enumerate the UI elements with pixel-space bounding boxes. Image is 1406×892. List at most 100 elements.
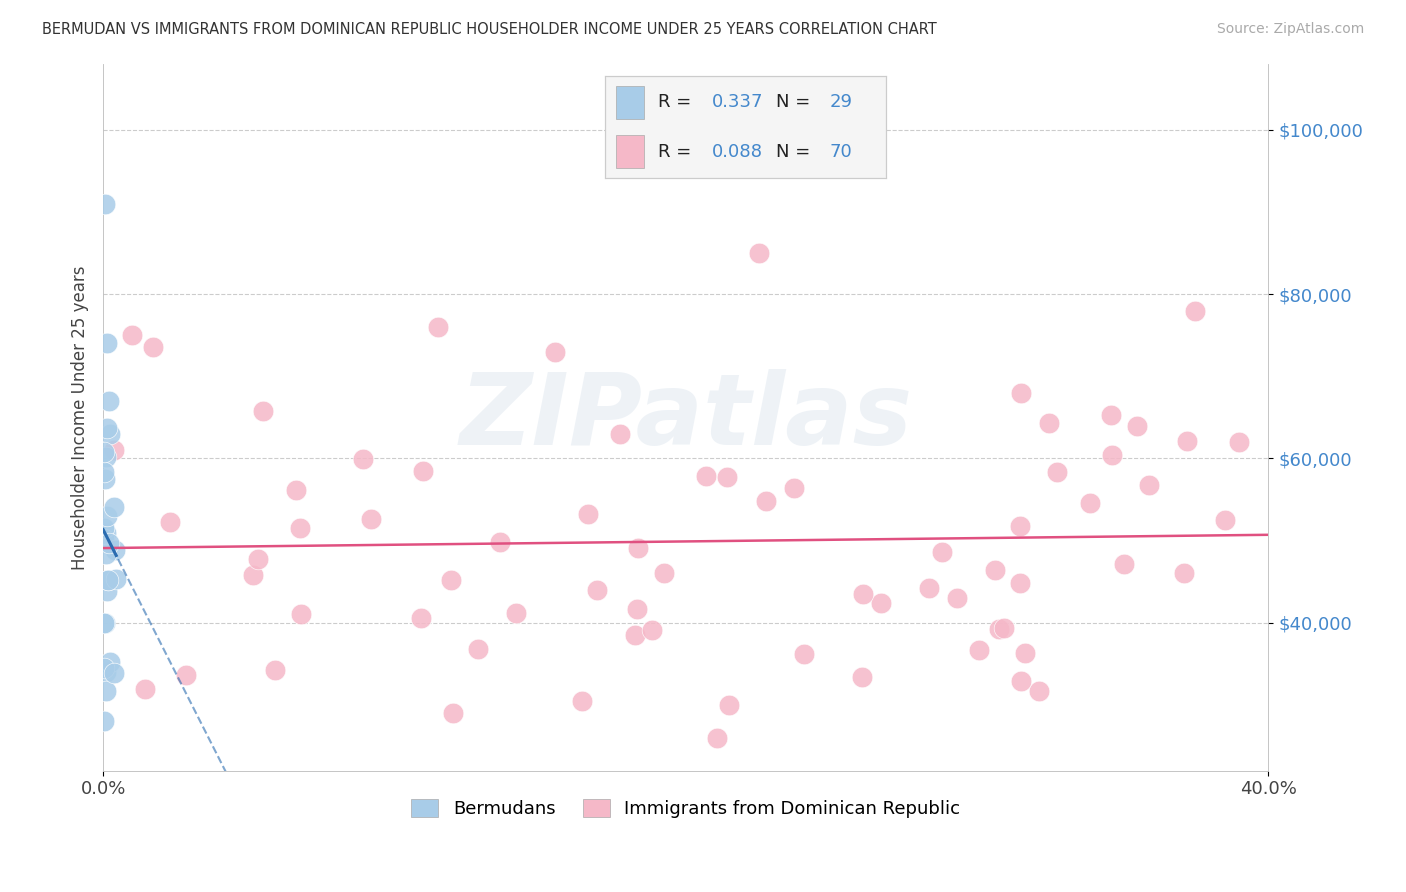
Point	[264, 663, 287, 677]
Point	[93, 615, 115, 630]
Point	[626, 602, 648, 616]
Point	[409, 611, 432, 625]
Text: 70: 70	[830, 143, 852, 161]
Text: 0.337: 0.337	[711, 94, 763, 112]
Point	[918, 581, 941, 595]
Point	[988, 622, 1011, 636]
Point	[100, 426, 122, 441]
Text: N =: N =	[776, 94, 815, 112]
Point	[783, 481, 806, 495]
Point	[290, 607, 312, 621]
Point	[747, 246, 769, 260]
Point	[1114, 558, 1136, 572]
Point	[142, 340, 165, 354]
Point	[103, 500, 125, 514]
Point	[1101, 448, 1123, 462]
Point	[1126, 418, 1149, 433]
Point	[96, 583, 118, 598]
Point	[94, 196, 117, 211]
Point	[718, 698, 741, 712]
Point	[695, 469, 717, 483]
Text: Source: ZipAtlas.com: Source: ZipAtlas.com	[1216, 22, 1364, 37]
Point	[967, 643, 990, 657]
Point	[1139, 478, 1161, 492]
Point	[586, 583, 609, 598]
Point	[94, 472, 117, 486]
Legend: Bermudans, Immigrants from Dominican Republic: Bermudans, Immigrants from Dominican Rep…	[404, 791, 967, 825]
Point	[93, 533, 115, 547]
Point	[851, 670, 873, 684]
Point	[93, 521, 115, 535]
Point	[1038, 416, 1060, 430]
Text: N =: N =	[776, 143, 815, 161]
Point	[93, 465, 115, 479]
Point	[440, 573, 463, 587]
Point	[105, 572, 128, 586]
Point	[706, 731, 728, 745]
Point	[993, 621, 1015, 635]
Point	[869, 597, 891, 611]
Point	[93, 616, 115, 631]
Point	[1008, 519, 1031, 533]
Point	[96, 683, 118, 698]
Text: 0.088: 0.088	[711, 143, 762, 161]
Point	[98, 656, 121, 670]
Point	[505, 606, 527, 620]
Point	[1173, 566, 1195, 580]
Point	[96, 526, 118, 541]
Point	[652, 566, 675, 580]
Point	[851, 587, 873, 601]
Point	[94, 450, 117, 464]
Text: 29: 29	[830, 94, 852, 112]
Text: R =: R =	[658, 94, 697, 112]
Point	[489, 535, 512, 549]
Bar	[616, 87, 644, 119]
Point	[571, 694, 593, 708]
Point	[93, 661, 115, 675]
Point	[174, 667, 197, 681]
Point	[931, 544, 953, 558]
Point	[412, 464, 434, 478]
Text: R =: R =	[658, 143, 697, 161]
Point	[96, 420, 118, 434]
Point	[946, 591, 969, 605]
Point	[134, 682, 156, 697]
Point	[104, 542, 127, 557]
Text: BERMUDAN VS IMMIGRANTS FROM DOMINICAN REPUBLIC HOUSEHOLDER INCOME UNDER 25 YEARS: BERMUDAN VS IMMIGRANTS FROM DOMINICAN RE…	[42, 22, 936, 37]
Point	[623, 628, 645, 642]
Point	[467, 642, 489, 657]
Point	[641, 623, 664, 637]
Point	[360, 512, 382, 526]
Point	[94, 665, 117, 679]
Point	[1028, 684, 1050, 698]
Point	[576, 507, 599, 521]
Bar	[616, 136, 644, 168]
Point	[252, 403, 274, 417]
Point	[1010, 575, 1032, 590]
Point	[1213, 513, 1236, 527]
Point	[97, 573, 120, 587]
Point	[96, 547, 118, 561]
Point	[755, 493, 778, 508]
Point	[1099, 408, 1122, 422]
Point	[793, 647, 815, 661]
Point	[96, 509, 118, 524]
Point	[103, 442, 125, 457]
Point	[93, 714, 115, 729]
Point	[352, 452, 374, 467]
Point	[626, 541, 648, 555]
Point	[121, 328, 143, 343]
Point	[242, 567, 264, 582]
Point	[1227, 435, 1250, 450]
Point	[159, 515, 181, 529]
Point	[441, 706, 464, 721]
Point	[1010, 674, 1032, 689]
Point	[96, 336, 118, 351]
Text: ZIPatlas: ZIPatlas	[460, 369, 912, 466]
Y-axis label: Householder Income Under 25 years: Householder Income Under 25 years	[72, 265, 89, 570]
Point	[609, 426, 631, 441]
Point	[716, 469, 738, 483]
Point	[1078, 496, 1101, 510]
Point	[1014, 646, 1036, 660]
Point	[543, 344, 565, 359]
